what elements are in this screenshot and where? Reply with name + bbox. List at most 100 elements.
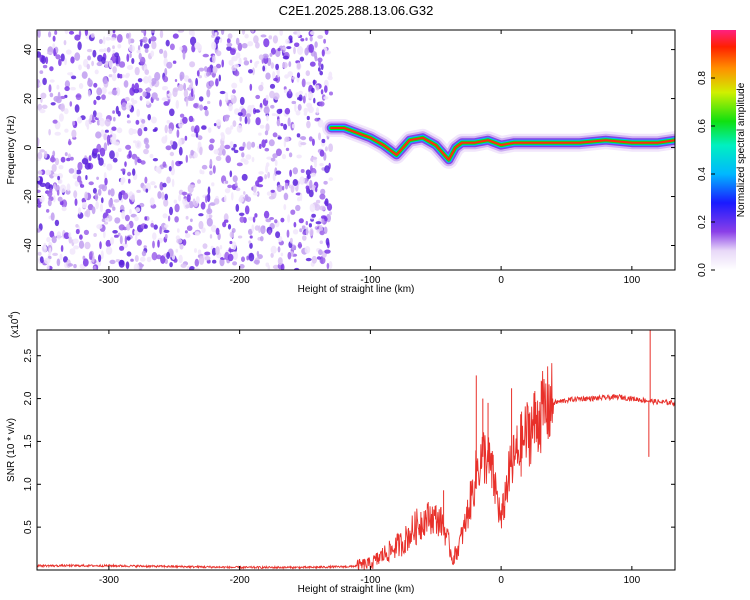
top-y-axis-label: Frequency (Hz)	[6, 116, 17, 185]
noise-blob	[227, 224, 232, 230]
noise-blob	[248, 69, 253, 74]
noise-blob	[183, 75, 190, 82]
noise-blob	[179, 113, 185, 118]
noise-blob	[42, 77, 47, 86]
noise-blob	[234, 70, 240, 77]
noise-blob	[111, 89, 118, 96]
noise-blob	[70, 156, 74, 161]
noise-blob	[178, 161, 183, 165]
noise-blob	[229, 240, 233, 245]
noise-blob	[86, 123, 90, 130]
noise-blob	[291, 76, 296, 80]
noise-blob	[253, 35, 259, 44]
noise-blob	[257, 176, 263, 183]
noise-blob	[150, 50, 155, 57]
noise-blob	[69, 248, 76, 255]
noise-blob	[193, 103, 199, 109]
noise-blob	[105, 239, 112, 248]
noise-blob	[282, 55, 289, 60]
noise-blob	[60, 156, 66, 163]
noise-blob	[300, 38, 305, 42]
noise-blob	[102, 36, 106, 45]
noise-blob	[78, 83, 84, 89]
noise-blob	[314, 203, 321, 211]
noise-blob	[53, 195, 56, 203]
noise-blob	[312, 79, 316, 86]
noise-blob	[267, 171, 270, 179]
noise-blob	[118, 260, 125, 268]
snr-series	[37, 330, 675, 570]
noise-blob	[220, 133, 226, 141]
noise-blob	[108, 59, 113, 69]
noise-blob	[203, 105, 208, 111]
noise-blob	[204, 109, 209, 117]
noise-blob	[305, 81, 312, 85]
noise-blob	[152, 158, 158, 162]
noise-blob	[209, 202, 216, 206]
noise-blob	[323, 38, 326, 44]
noise-blob	[202, 53, 209, 58]
noise-blob	[190, 125, 195, 132]
noise-blob	[275, 170, 282, 175]
noise-blob	[220, 30, 225, 35]
y-tick-label: 0	[23, 144, 34, 150]
noise-blob	[294, 103, 297, 112]
noise-blob	[75, 93, 82, 101]
noise-blob	[124, 161, 127, 168]
noise-blob	[153, 224, 158, 230]
noise-blob	[59, 200, 64, 206]
noise-blob	[260, 34, 267, 38]
noise-blob	[92, 114, 95, 124]
noise-blob	[256, 191, 260, 197]
noise-blob	[123, 80, 129, 88]
noise-blob	[155, 166, 162, 173]
noise-blob	[262, 53, 269, 59]
noise-blob	[251, 30, 255, 33]
noise-blob	[83, 229, 89, 235]
noise-blob	[74, 34, 81, 41]
noise-blob	[321, 218, 325, 224]
noise-blob	[114, 52, 119, 58]
noise-blob	[142, 36, 148, 44]
noise-blob	[37, 103, 43, 111]
noise-blob	[166, 251, 171, 259]
noise-blob	[252, 216, 256, 223]
noise-blob	[326, 262, 330, 270]
noise-blob	[324, 85, 328, 93]
noise-blob	[231, 192, 234, 201]
noise-blob	[64, 57, 67, 66]
noise-blob	[263, 38, 270, 48]
noise-blob	[103, 230, 106, 239]
noise-blob	[205, 195, 208, 203]
noise-blob	[204, 251, 211, 256]
noise-blob	[77, 207, 81, 215]
noise-blob	[302, 235, 307, 241]
noise-blob	[72, 238, 79, 244]
noise-blob	[318, 132, 321, 141]
noise-blob	[240, 158, 247, 163]
noise-blob	[162, 182, 167, 188]
y-tick-label: 40	[23, 44, 34, 56]
noise-blob	[45, 182, 51, 190]
colorbar-tick-label: 0.6	[697, 119, 708, 133]
bottom-y-axis-label: SNR (10 * v/v)	[6, 418, 17, 482]
noise-blob	[136, 239, 142, 246]
noise-blob	[231, 228, 236, 233]
noise-blob	[247, 216, 254, 221]
noise-blob	[300, 169, 305, 173]
noise-blob	[41, 55, 46, 64]
noise-blob	[223, 219, 229, 223]
noise-blob	[229, 170, 233, 178]
noise-blob	[222, 221, 227, 228]
noise-blob	[238, 146, 245, 151]
noise-blob	[56, 84, 60, 90]
noise-blob	[289, 169, 292, 177]
noise-blob	[225, 127, 232, 135]
noise-blob	[68, 138, 71, 146]
y-tick-label: 0.5	[23, 520, 34, 534]
noise-blob	[118, 61, 126, 68]
noise-blob	[88, 181, 94, 186]
noise-blob	[41, 245, 48, 253]
noise-blob	[137, 128, 143, 137]
noise-blob	[37, 51, 42, 58]
